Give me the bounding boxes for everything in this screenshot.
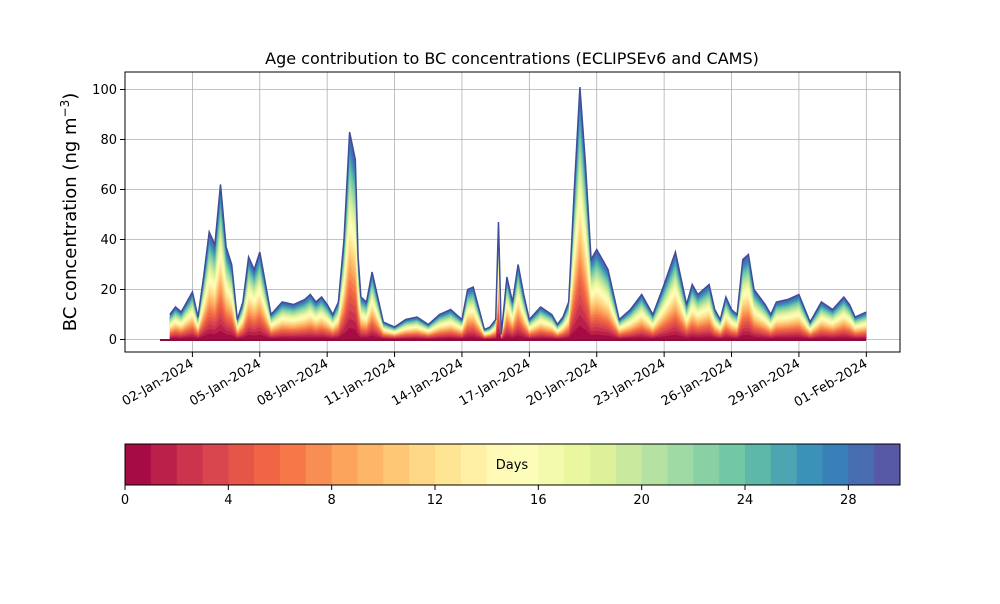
colorbar-tick-label: 0 bbox=[121, 493, 129, 508]
colorbar-bin bbox=[125, 444, 152, 485]
colorbar-bin bbox=[693, 444, 720, 485]
total-series-outline bbox=[169, 86, 867, 335]
y-axis-label-main: BC concentration (ng m bbox=[60, 117, 81, 331]
colorbar-bin bbox=[460, 444, 488, 485]
colorbar-bin bbox=[874, 444, 901, 485]
colorbar-bin bbox=[305, 444, 333, 485]
colorbar-bin bbox=[848, 444, 875, 485]
y-axis-label-close: ) bbox=[60, 93, 81, 100]
colorbar-bin bbox=[538, 444, 565, 485]
age-band-1-days bbox=[169, 314, 867, 340]
colorbar-tick-label: 12 bbox=[427, 493, 444, 508]
colorbar-bin bbox=[435, 444, 462, 485]
colorbar-bin bbox=[228, 444, 255, 485]
colorbar-ticks: 0 4 8 12 16 20 24 28 bbox=[121, 485, 857, 508]
colorbar-bin bbox=[564, 444, 591, 485]
plot-frame bbox=[124, 71, 901, 353]
colorbar-bin bbox=[150, 444, 178, 485]
y-tick-label: 100 bbox=[92, 83, 117, 98]
colorbar-bin bbox=[770, 444, 798, 485]
y-tick-label: 60 bbox=[100, 183, 117, 198]
colorbar-tick-label: 24 bbox=[737, 493, 754, 508]
stacked-area-plot bbox=[169, 86, 867, 340]
colorbar-bin bbox=[331, 444, 358, 485]
age-band-0-days bbox=[169, 325, 867, 340]
colorbar-tick-label: 8 bbox=[328, 493, 336, 508]
colorbar-bin bbox=[512, 444, 539, 485]
colorbar-bin bbox=[486, 444, 513, 485]
y-tick-label: 0 bbox=[109, 333, 117, 348]
colorbar bbox=[125, 444, 901, 485]
colorbar-bin bbox=[745, 444, 772, 485]
colorbar-bin bbox=[641, 444, 668, 485]
colorbar-bin bbox=[176, 444, 203, 485]
colorbar-bin bbox=[667, 444, 694, 485]
colorbar-bin bbox=[409, 444, 436, 485]
colorbar-tick-label: 4 bbox=[224, 493, 232, 508]
y-tick-label: 80 bbox=[100, 133, 117, 148]
colorbar-bin bbox=[590, 444, 617, 485]
grid bbox=[125, 72, 900, 352]
colorbar-bin bbox=[615, 444, 643, 485]
colorbar-label: Days bbox=[496, 458, 529, 473]
colorbar-bin bbox=[254, 444, 281, 485]
colorbar-bin bbox=[796, 444, 823, 485]
colorbar-tick-label: 20 bbox=[633, 493, 650, 508]
y-tick-label: 40 bbox=[100, 233, 117, 248]
colorbar-tick-label: 28 bbox=[840, 493, 857, 508]
y-axis-label: BC concentration (ng m−3) bbox=[58, 93, 81, 332]
colorbar-bin bbox=[202, 444, 229, 485]
colorbar-bin bbox=[719, 444, 746, 485]
y-axis-label-exponent: −3 bbox=[58, 100, 72, 118]
colorbar-bin bbox=[357, 444, 384, 485]
colorbar-tick-label: 16 bbox=[530, 493, 547, 508]
colorbar-frame bbox=[124, 443, 901, 486]
colorbar-bin bbox=[383, 444, 410, 485]
colorbar-bin bbox=[280, 444, 307, 485]
y-axis: 0 20 40 60 80 100 bbox=[92, 83, 125, 348]
y-tick-label: 20 bbox=[100, 283, 117, 298]
chart-title: Age contribution to BC concentrations (E… bbox=[265, 49, 759, 68]
colorbar-bin bbox=[822, 444, 849, 485]
